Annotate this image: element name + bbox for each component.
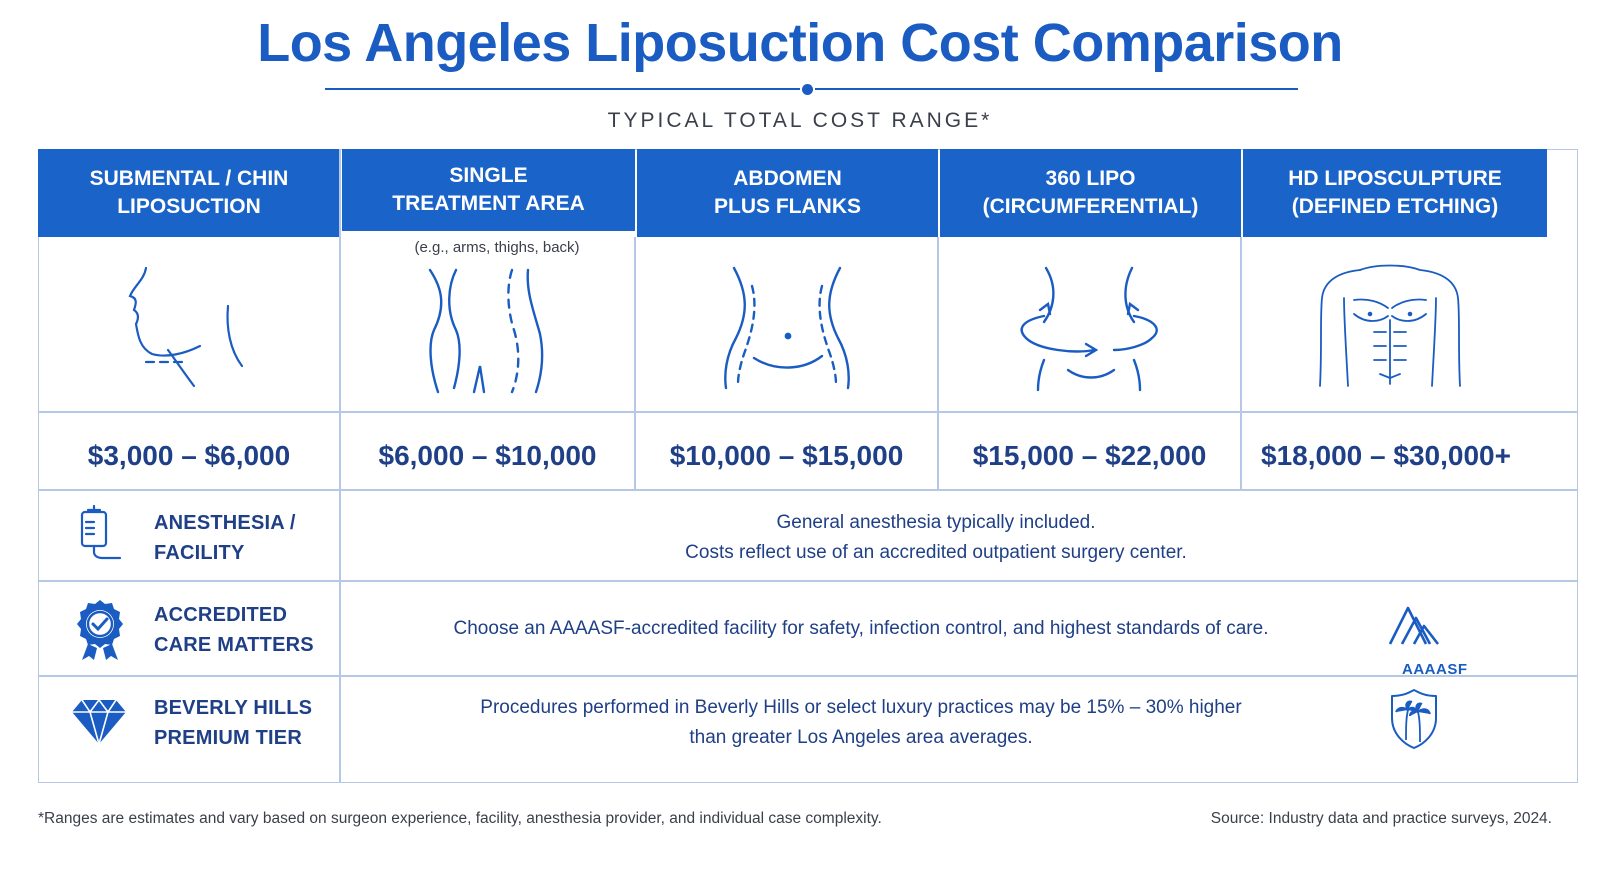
torso-rotation-icon bbox=[1020, 266, 1158, 392]
page-title: Los Angeles Liposuction Cost Comparison bbox=[257, 13, 1343, 73]
diamond-icon bbox=[72, 698, 126, 746]
column-header-line: TREATMENT AREA bbox=[392, 192, 585, 215]
abdomen-outline-icon bbox=[724, 266, 850, 390]
row-text-line: Procedures performed in Beverly Hills or… bbox=[480, 697, 1242, 718]
title-rule-dot bbox=[802, 84, 813, 95]
row-label-line: ACCREDITED bbox=[154, 604, 288, 626]
row-text-anesthesia: General anesthesia typically included. C… bbox=[346, 508, 1526, 568]
palm-tree-shield-icon bbox=[1391, 689, 1437, 749]
award-badge-icon bbox=[77, 600, 123, 660]
row-label-line: PREMIUM TIER bbox=[154, 727, 302, 749]
aaaasf-logo-icon bbox=[1388, 606, 1440, 645]
column-header-line: (DEFINED ETCHING) bbox=[1291, 195, 1499, 218]
row-divider bbox=[38, 489, 1578, 491]
muscular-torso-icon bbox=[1319, 264, 1461, 387]
source-note: Source: Industry data and practice surve… bbox=[1210, 810, 1552, 827]
column-divider bbox=[339, 149, 341, 783]
column-note: (e.g., arms, thighs, back) bbox=[414, 239, 580, 256]
column-header-line: ABDOMEN bbox=[733, 167, 842, 190]
legs-outline-icon bbox=[428, 268, 544, 394]
row-label-line: ANESTHESIA / bbox=[154, 512, 296, 534]
price-hd-lipo: $18,000 – $30,000+ bbox=[1261, 440, 1511, 471]
column-header-360-lipo: 360 LIPO (CIRCUMFERENTIAL) bbox=[940, 149, 1241, 237]
price-360-lipo: $15,000 – $22,000 bbox=[972, 440, 1207, 471]
price-single-area: $6,000 – $10,000 bbox=[378, 440, 597, 471]
row-label-beverly-hills: BEVERLY HILLS PREMIUM TIER bbox=[154, 693, 312, 753]
row-text-line: than greater Los Angeles area averages. bbox=[689, 727, 1033, 748]
price-chin: $3,000 – $6,000 bbox=[87, 440, 291, 471]
row-divider bbox=[38, 411, 1578, 413]
column-header-single-area: SINGLE TREATMENT AREA bbox=[342, 149, 635, 231]
row-label-anesthesia: ANESTHESIA / FACILITY bbox=[154, 508, 296, 568]
row-label-accredited: ACCREDITED CARE MATTERS bbox=[154, 600, 314, 660]
column-divider bbox=[1240, 237, 1242, 490]
price-abdomen: $10,000 – $15,000 bbox=[669, 440, 904, 471]
column-header-line: SINGLE bbox=[449, 164, 528, 187]
title-rule-right bbox=[815, 88, 1298, 90]
column-header-line: (CIRCUMFERENTIAL) bbox=[982, 195, 1199, 218]
column-header-line: 360 LIPO bbox=[1045, 167, 1136, 190]
column-divider bbox=[937, 237, 939, 490]
row-text-line: General anesthesia typically included. bbox=[776, 512, 1096, 533]
row-label-line: CARE MATTERS bbox=[154, 634, 314, 656]
aaaasf-logo-text: AAAASF bbox=[1402, 661, 1468, 678]
row-text-line: Choose an AAAASF-accredited facility for… bbox=[453, 618, 1269, 639]
title-rule-left bbox=[325, 88, 800, 90]
column-header-line: HD LIPOSCULPTURE bbox=[1288, 167, 1502, 190]
row-text-beverly-hills: Procedures performed in Beverly Hills or… bbox=[346, 693, 1376, 753]
row-text-accredited: Choose an AAAASF-accredited facility for… bbox=[346, 614, 1376, 644]
iv-bag-icon bbox=[80, 504, 122, 560]
column-header-line: LIPOSUCTION bbox=[117, 195, 261, 218]
column-divider bbox=[634, 237, 636, 490]
column-header-line: PLUS FLANKS bbox=[714, 195, 861, 218]
row-divider bbox=[38, 675, 1578, 677]
column-header-hd-lipo: HD LIPOSCULPTURE (DEFINED ETCHING) bbox=[1243, 149, 1547, 237]
footnote: *Ranges are estimates and vary based on … bbox=[38, 810, 882, 827]
subtitle: TYPICAL TOTAL COST RANGE* bbox=[607, 109, 993, 132]
column-header-chin: SUBMENTAL / CHIN LIPOSUCTION bbox=[38, 149, 340, 237]
row-label-line: BEVERLY HILLS bbox=[154, 697, 313, 719]
column-header-abdomen: ABDOMEN PLUS FLANKS bbox=[637, 149, 938, 237]
column-header-line: SUBMENTAL / CHIN bbox=[89, 167, 289, 190]
row-divider bbox=[38, 580, 1578, 582]
row-label-line: FACILITY bbox=[154, 542, 245, 564]
chin-profile-icon bbox=[128, 266, 244, 388]
row-text-line: Costs reflect use of an accredited outpa… bbox=[685, 542, 1187, 563]
